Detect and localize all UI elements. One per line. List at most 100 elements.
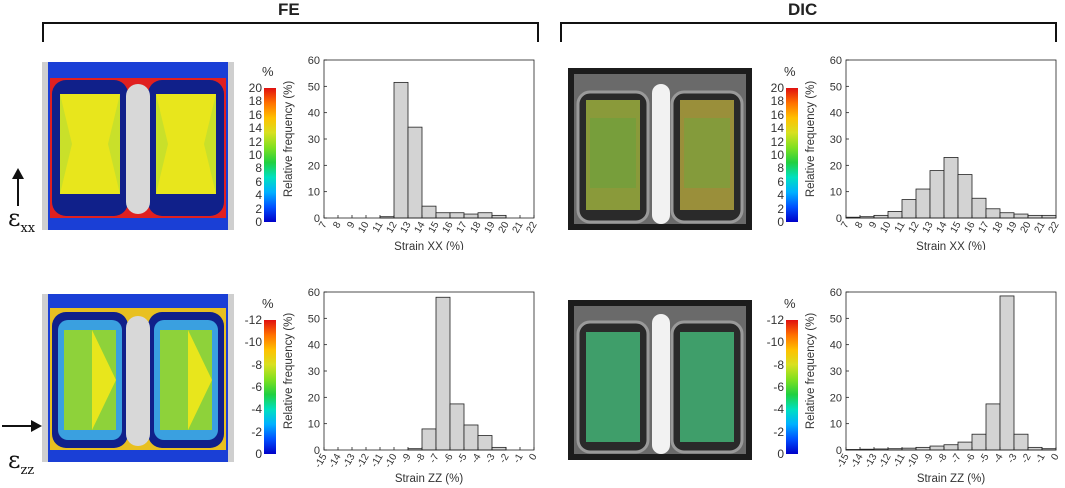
y-tick-label: 40 [308,340,320,352]
x-tick-label: 9 [345,220,358,231]
histogram-bar [435,296,451,451]
histogram-bar [943,444,959,451]
x-tick-label: 11 [893,220,908,235]
colorbar-tick-label: 0 [255,215,262,229]
histogram-bar [463,213,479,219]
colorbar-gradient [264,88,276,222]
plot-frame [323,59,535,219]
x-tick-label: -3 [1006,452,1020,466]
colorbar-fe-zz: % -12 -10 -8 -6 -4 -2 0 [236,294,276,462]
y-tick-label: 60 [308,287,320,299]
x-tick-label: -13 [863,452,880,470]
y-tick-label: 60 [308,55,320,67]
x-tick-label: -2 [498,452,512,466]
colorbar-gradient [786,88,798,222]
y-tick-label: 10 [308,187,320,199]
plot-frame [845,291,1057,451]
histogram-bar [929,445,945,451]
colorbar-tick-label: 14 [248,121,262,136]
y-tick-label: 10 [308,419,320,431]
x-tick-label: 9 [867,220,880,231]
x-tick-label: 22 [525,220,540,236]
colorbar-dic-xx: % 20 18 16 14 12 10 8 6 4 2 0 [758,62,798,230]
y-tick-label: 0 [836,445,842,457]
x-tick-label: 20 [1019,220,1034,236]
histogram-bar [985,403,1001,451]
colorbar-tick-label: 16 [770,107,784,122]
y-tick-label: 0 [836,213,842,225]
y-axis-label: Relative frequency (%) [805,81,817,197]
x-tick-label: 0 [527,452,540,463]
x-tick-label: -5 [456,452,470,466]
x-tick-label: -9 [400,452,414,466]
colorbar-tick-label: 18 [248,94,262,109]
y-tick-label: 30 [830,366,842,378]
x-tick-label: 15 [427,220,442,236]
colorbar-tick-label: 2 [255,201,262,216]
group-title-dic: DIC [788,0,818,19]
x-tick-label: -1 [512,452,526,466]
colorbar-tick-label: 0 [255,447,262,461]
y-tick-label: 10 [830,419,842,431]
histogram-bar [999,295,1015,451]
colorbar-tick-label: 14 [770,121,784,136]
y-tick-label: 60 [830,55,842,67]
colorbar-tick-label: -2 [251,424,262,439]
colorbar-tick-label: 8 [255,161,262,176]
histogram-bar [463,424,479,451]
colorbar-tick-label: -8 [773,357,784,372]
histogram-bar [421,205,437,219]
x-tick-label: -12 [355,452,372,470]
colorbar-fe-xx: % 20 18 16 14 12 10 8 6 4 2 0 [236,62,276,230]
x-tick-label: 13 [921,220,936,236]
histogram-bar [449,212,465,219]
histogram-bar [971,197,987,219]
histogram-bar [943,157,959,219]
x-tick-label: -12 [877,452,894,470]
y-tick-label: 20 [308,392,320,404]
x-tick-label: -10 [383,452,400,470]
y-tick-label: 20 [830,160,842,172]
x-tick-label: 21 [511,220,526,236]
y-tick-label: 30 [830,134,842,146]
histogram-bar [449,403,465,451]
x-tick-label: -14 [327,452,344,470]
x-tick-label: -13 [341,452,358,470]
x-tick-label: 12 [907,220,922,236]
x-axis-label: Strain ZZ (%) [395,473,464,485]
fe-strain-zz-field-image [42,294,234,462]
x-tick-label: -2 [1020,452,1034,466]
colorbar-tick-label: -4 [251,402,262,417]
plot-frame [323,291,535,451]
y-tick-label: 40 [830,108,842,120]
colorbar-tick-label: 6 [255,174,262,189]
histogram-bar [985,208,1001,219]
y-tick-label: 30 [308,134,320,146]
colorbar-tick-label: 12 [770,134,784,149]
x-tick-label: 13 [399,220,414,236]
colorbar-tick-label: 0 [777,447,784,461]
x-tick-label: -3 [484,452,498,466]
histogram-bar [1013,213,1029,219]
colorbar-tick-label: -10 [766,335,784,350]
histogram-bar [915,188,931,219]
histogram-bar [477,212,493,219]
x-tick-label: -9 [922,452,936,466]
x-tick-label: 16 [963,220,978,236]
x-tick-label: -6 [964,452,978,466]
colorbar-tick-label: -12 [766,313,784,327]
y-tick-label: 20 [830,392,842,404]
x-tick-label: -11 [369,452,386,470]
right-arrow-icon [2,420,42,432]
colorbar-tick-label: 20 [770,81,784,95]
y-axis-label: Relative frequency (%) [805,313,817,429]
y-tick-label: 60 [830,287,842,299]
x-tick-label: -14 [849,452,866,470]
y-tick-label: 40 [308,108,320,120]
colorbar-tick-label: -12 [244,313,262,327]
y-tick-label: 50 [830,81,842,93]
y-tick-label: 30 [308,366,320,378]
